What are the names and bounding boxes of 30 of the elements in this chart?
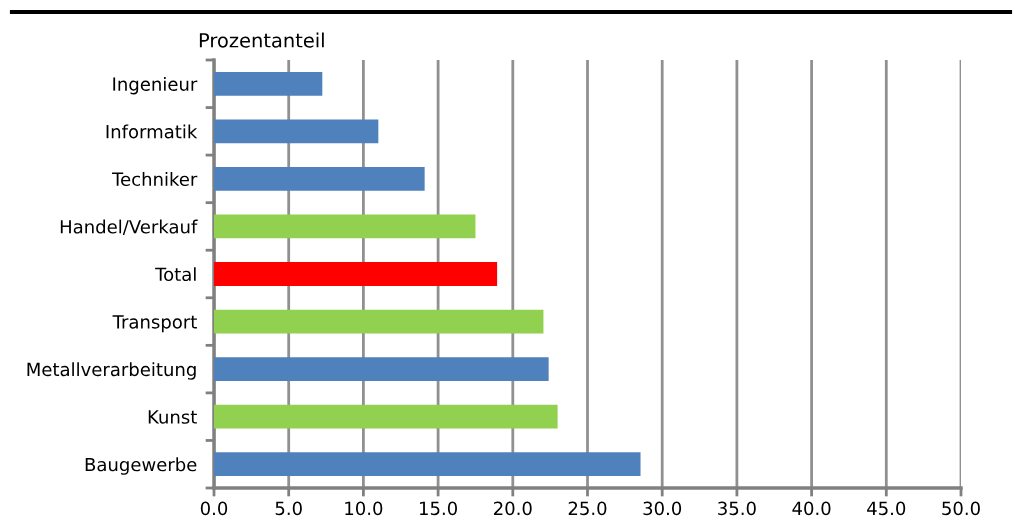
x-tick-label: 40.0	[792, 501, 831, 516]
x-tick-label: 20.0	[494, 501, 532, 516]
y-tick-label: Handel/Verkauf	[60, 219, 198, 235]
bar	[214, 71, 323, 96]
bar	[214, 167, 425, 191]
bar	[214, 214, 476, 239]
y-axis-title: Prozentanteil	[199, 32, 324, 48]
x-tick-label: 15.0	[419, 501, 457, 516]
x-tick-label: 35.0	[718, 501, 756, 516]
y-tick-label: Informatik	[106, 124, 198, 139]
bar	[214, 452, 641, 477]
x-tick-label: 30.0	[643, 501, 682, 516]
x-tick-label: 50.0	[942, 501, 980, 516]
x-tick-label: 5.0	[275, 501, 302, 516]
bar	[214, 119, 379, 144]
y-tick-label: Ingenieur	[113, 76, 198, 95]
bar	[214, 309, 544, 334]
x-tick-label: 45.0	[867, 501, 906, 516]
bar	[214, 262, 498, 286]
x-tick-label: 0.0	[200, 501, 228, 516]
y-tick-label: Baugewerbe	[85, 457, 197, 475]
bar	[214, 357, 549, 381]
x-tick-label: 25.0	[568, 501, 607, 516]
x-tick-label: 10.0	[345, 501, 383, 516]
y-tick-label: Techniker	[112, 172, 198, 187]
y-tick-label: Transport	[112, 315, 197, 333]
y-tick-label: Kunst	[148, 410, 197, 424]
bar	[214, 404, 558, 429]
y-tick-label: Metallverarbeitung	[27, 362, 196, 380]
y-tick-label: Total	[155, 267, 196, 282]
